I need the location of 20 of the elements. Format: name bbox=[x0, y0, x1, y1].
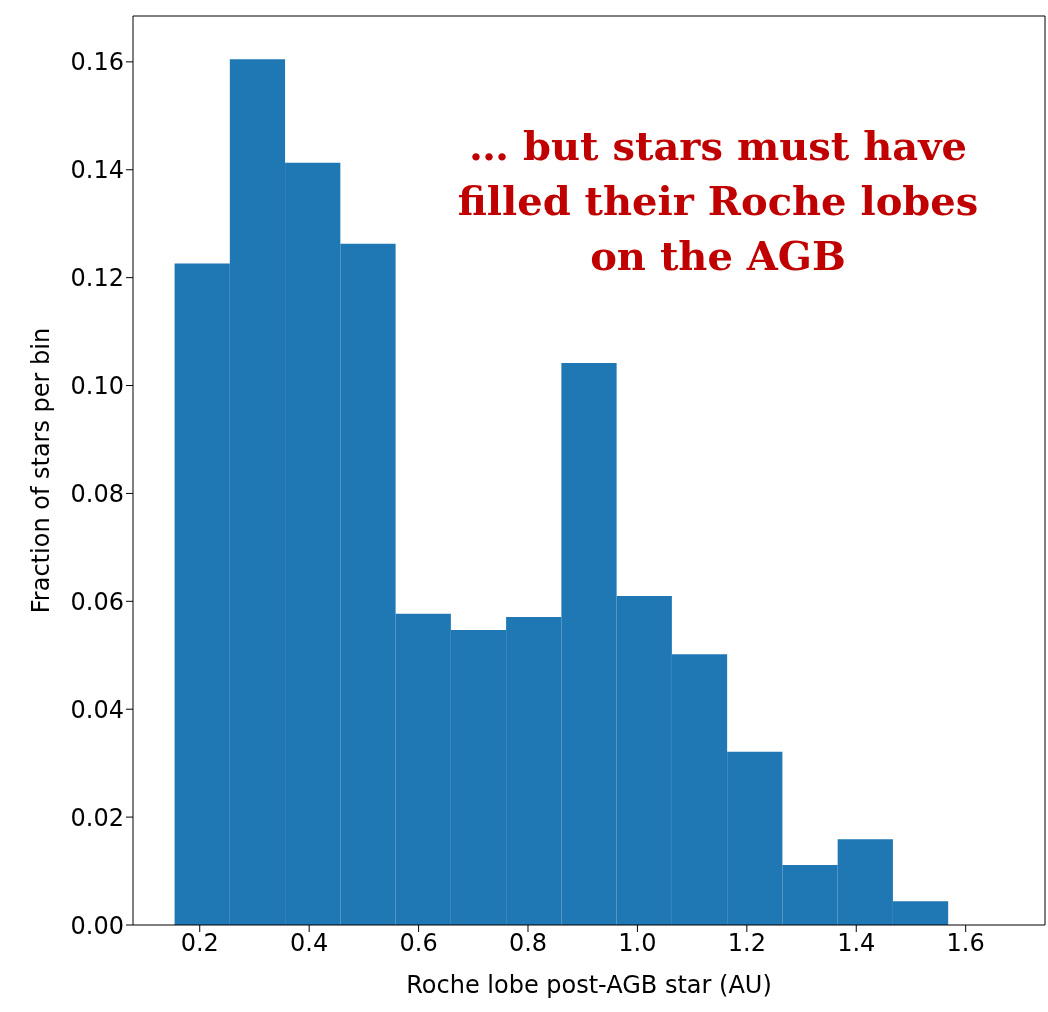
y-tick-label: 0.00 bbox=[70, 911, 124, 940]
y-tick-label: 0.16 bbox=[70, 48, 124, 77]
y-tick-label: 0.06 bbox=[70, 587, 124, 616]
y-tick-label: 0.04 bbox=[70, 695, 124, 724]
y-tick-label: 0.12 bbox=[70, 264, 124, 293]
x-tick-label: 0.6 bbox=[399, 929, 438, 958]
y-tick-label: 0.14 bbox=[70, 156, 124, 185]
x-tick-label: 1.2 bbox=[727, 929, 766, 958]
x-axis-title: Roche lobe post-AGB star (AU) bbox=[406, 971, 772, 999]
x-tick-label: 0.2 bbox=[180, 929, 219, 958]
annotation: … but stars must have filled their Roche lobes on the AGB bbox=[456, 121, 980, 281]
x-tick-label: 1.6 bbox=[946, 929, 985, 958]
y-axis-title: Fraction of stars per bin bbox=[26, 327, 55, 614]
x-tick-label: 1.4 bbox=[837, 929, 876, 958]
x-tick-label: 0.4 bbox=[290, 929, 329, 958]
x-tick-label: 1.0 bbox=[618, 929, 657, 958]
y-tick-label: 0.10 bbox=[70, 372, 124, 401]
y-tick-label: 0.02 bbox=[70, 803, 124, 832]
x-tick-label: 0.8 bbox=[508, 929, 548, 958]
y-tick-label: 0.08 bbox=[70, 479, 124, 508]
